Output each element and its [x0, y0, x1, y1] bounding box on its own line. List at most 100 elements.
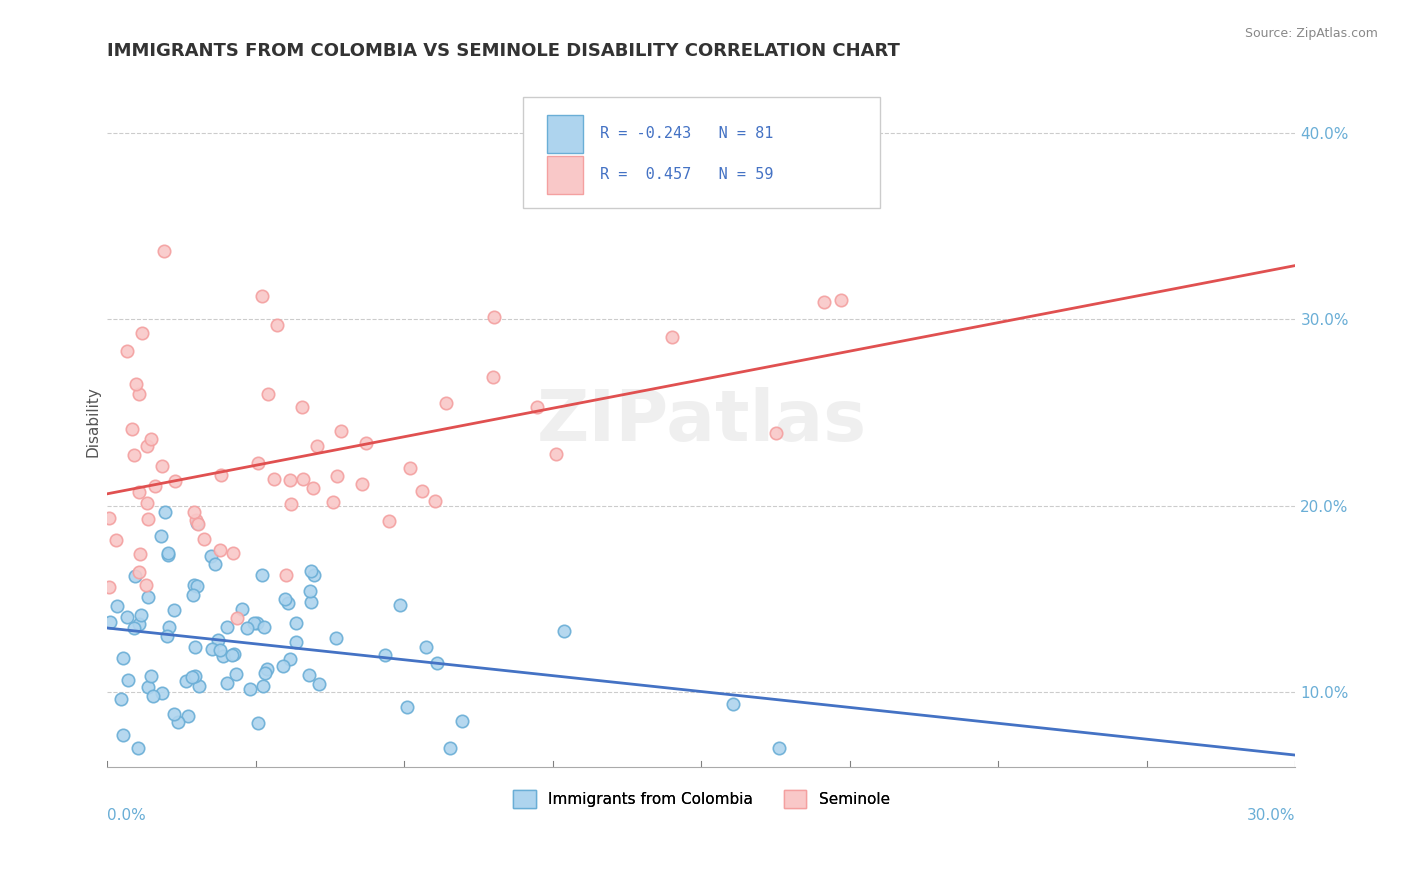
Point [298, 668, 321, 682]
Point [225, 666, 247, 681]
Point [263, 472, 285, 486]
Point [115, 610, 138, 624]
Point [271, 659, 294, 673]
Point [291, 472, 314, 486]
Point [128, 566, 150, 580]
Point [322, 495, 344, 509]
Point [378, 514, 401, 528]
Point [221, 648, 243, 662]
Point [246, 615, 269, 630]
Point [299, 583, 322, 598]
Point [204, 558, 226, 572]
Point [354, 435, 377, 450]
Point [128, 387, 150, 401]
Point [149, 529, 172, 543]
Point [112, 728, 135, 742]
Point [201, 641, 224, 656]
Point [350, 477, 373, 491]
Point [136, 512, 159, 526]
Point [434, 395, 457, 409]
Point [239, 682, 262, 697]
Point [117, 673, 139, 688]
Point [257, 386, 280, 401]
Point [127, 741, 149, 756]
Point [426, 657, 449, 671]
Point [388, 598, 411, 612]
Point [765, 426, 787, 441]
Point [200, 549, 222, 563]
Point [125, 376, 148, 391]
Point [122, 621, 145, 635]
Point [553, 624, 575, 638]
Point [153, 505, 176, 519]
Point [274, 591, 297, 606]
Point [252, 620, 274, 634]
Text: IMMIGRANTS FROM COLOMBIA VS SEMINOLE DISABILITY CORRELATION CHART: IMMIGRANTS FROM COLOMBIA VS SEMINOLE DIS… [107, 42, 900, 60]
Point [184, 640, 207, 654]
Point [280, 497, 302, 511]
Y-axis label: Disability: Disability [86, 386, 100, 457]
Point [768, 740, 790, 755]
Point [183, 578, 205, 592]
Point [217, 675, 239, 690]
FancyBboxPatch shape [523, 97, 880, 208]
Point [153, 244, 176, 259]
Point [330, 424, 353, 438]
Point [415, 640, 437, 655]
Point [209, 468, 232, 483]
Point [183, 505, 205, 519]
Point [326, 468, 349, 483]
Point [246, 716, 269, 731]
Point [411, 483, 433, 498]
Point [121, 422, 143, 436]
Point [813, 295, 835, 310]
Point [254, 665, 277, 680]
Point [128, 616, 150, 631]
Point [163, 475, 186, 489]
Point [150, 459, 173, 474]
Point [221, 546, 243, 560]
Point [224, 647, 246, 661]
Point [399, 460, 422, 475]
Point [117, 343, 139, 358]
Point [721, 697, 744, 711]
Point [193, 532, 215, 546]
Point [135, 439, 157, 453]
Point [209, 642, 232, 657]
Text: ZIPatlas: ZIPatlas [536, 387, 866, 456]
Text: Source: ZipAtlas.com: Source: ZipAtlas.com [1244, 27, 1378, 40]
Point [187, 516, 209, 531]
Point [250, 289, 273, 303]
Point [141, 669, 163, 683]
Point [110, 692, 132, 706]
Point [280, 473, 302, 487]
Point [124, 569, 146, 583]
Point [105, 599, 128, 613]
Point [181, 588, 204, 602]
Point [131, 326, 153, 341]
Point [136, 590, 159, 604]
Text: 30.0%: 30.0% [1247, 808, 1295, 823]
Point [163, 602, 186, 616]
Point [98, 580, 121, 594]
Text: 0.0%: 0.0% [107, 808, 146, 823]
Point [274, 568, 297, 582]
Point [284, 635, 307, 649]
Point [212, 648, 235, 663]
Point [544, 447, 567, 461]
Point [439, 741, 461, 756]
Point [156, 549, 179, 563]
Point [278, 652, 301, 666]
Point [111, 651, 134, 665]
Point [131, 608, 153, 623]
Point [236, 621, 259, 635]
Point [184, 513, 207, 527]
Legend: Immigrants from Colombia, Seminole: Immigrants from Colombia, Seminole [506, 783, 896, 814]
Point [526, 400, 548, 414]
Point [266, 318, 288, 332]
Text: R =  0.457   N = 59: R = 0.457 N = 59 [600, 167, 773, 182]
Point [308, 677, 330, 691]
Point [252, 679, 274, 693]
Text: R = -0.243   N = 81: R = -0.243 N = 81 [600, 126, 773, 141]
Point [143, 479, 166, 493]
